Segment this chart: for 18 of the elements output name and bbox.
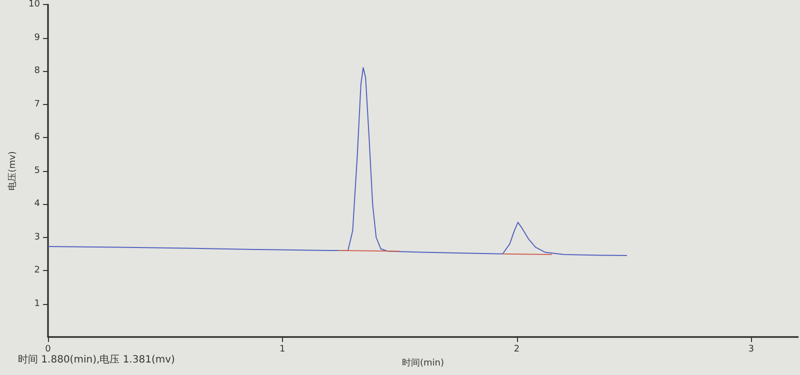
y-tick-label: 7 xyxy=(34,99,40,110)
line-series xyxy=(48,67,628,256)
x-tick-label: 0 xyxy=(45,344,52,354)
y-axis-title: 电压(mv) xyxy=(7,151,18,190)
x-tick-label: 1 xyxy=(280,344,286,354)
x-axis-title: 时间(min) xyxy=(402,357,444,368)
y-tick-label: 9 xyxy=(34,32,40,43)
text: 时间 1.880(min),电压 1.381(mv) xyxy=(18,354,176,366)
y-tick-label: 3 xyxy=(34,232,40,242)
y-tick-label: 5 xyxy=(34,166,40,176)
x-tick-label: 2 xyxy=(514,344,520,354)
y-tick-label: 6 xyxy=(34,132,40,142)
y-tick-label: 2 xyxy=(34,266,40,276)
y-tick-label: 1 xyxy=(34,298,40,309)
y-tick-label: 10 xyxy=(28,0,40,10)
y-tick-label: 4 xyxy=(34,199,40,209)
y-tick-label: 8 xyxy=(34,66,40,76)
x-tick-label: 3 xyxy=(748,344,754,354)
